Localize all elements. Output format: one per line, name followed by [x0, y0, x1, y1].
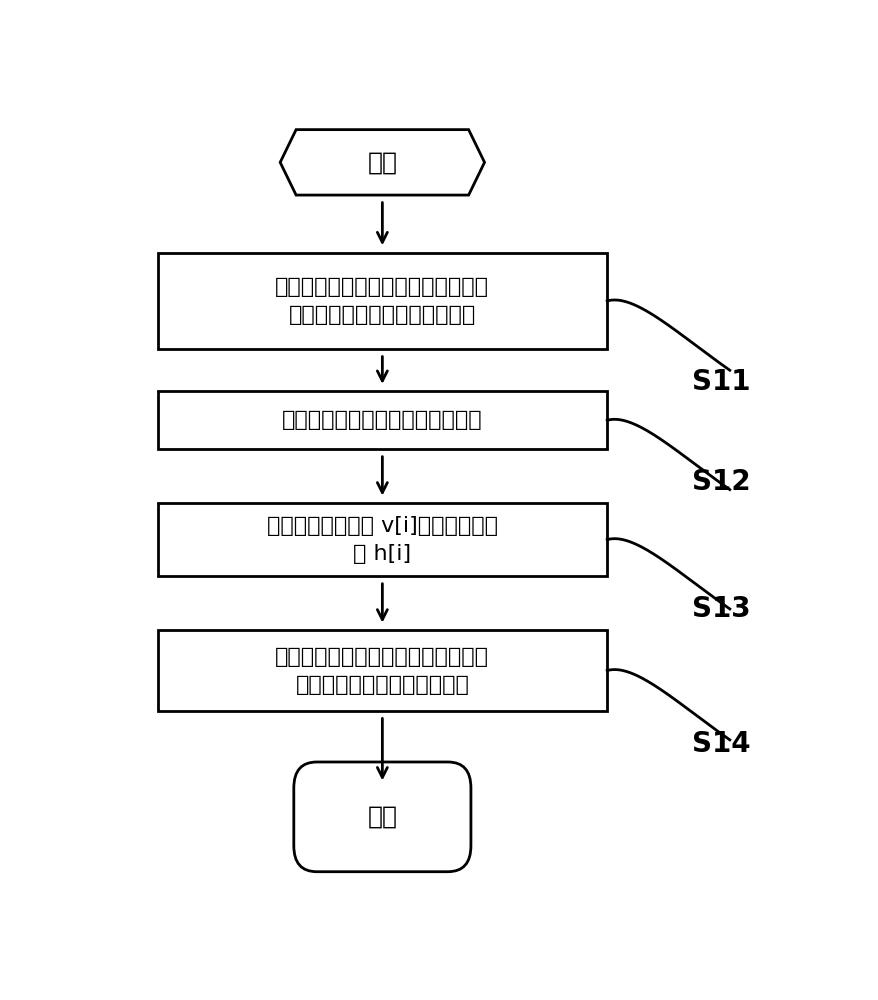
- Text: 计算垂直变形系数 v[i]和水平变形系
数 h[i]: 计算垂直变形系数 v[i]和水平变形系 数 h[i]: [267, 516, 497, 564]
- Bar: [157, 503, 607, 576]
- Bar: [157, 630, 607, 711]
- Bar: [157, 253, 607, 349]
- Bar: [157, 391, 607, 449]
- Text: 确定垂直变形方向及水平变形方向: 确定垂直变形方向及水平变形方向: [282, 410, 482, 430]
- Text: 结束: 结束: [367, 805, 397, 829]
- Text: S14: S14: [692, 730, 750, 758]
- Text: S13: S13: [692, 595, 750, 623]
- Text: S12: S12: [692, 468, 750, 496]
- Text: 进行透视变形计算，获得在设定摄像
环境下源图像的透视变形图像: 进行透视变形计算，获得在设定摄像 环境下源图像的透视变形图像: [275, 647, 489, 695]
- Polygon shape: [280, 130, 484, 195]
- Text: S11: S11: [692, 368, 750, 396]
- Text: 开始: 开始: [367, 150, 397, 174]
- Text: 获取变形前的源图像，设定所述源图
像透视变形对应的摄像环境参数: 获取变形前的源图像，设定所述源图 像透视变形对应的摄像环境参数: [275, 277, 489, 325]
- FancyBboxPatch shape: [293, 762, 471, 872]
